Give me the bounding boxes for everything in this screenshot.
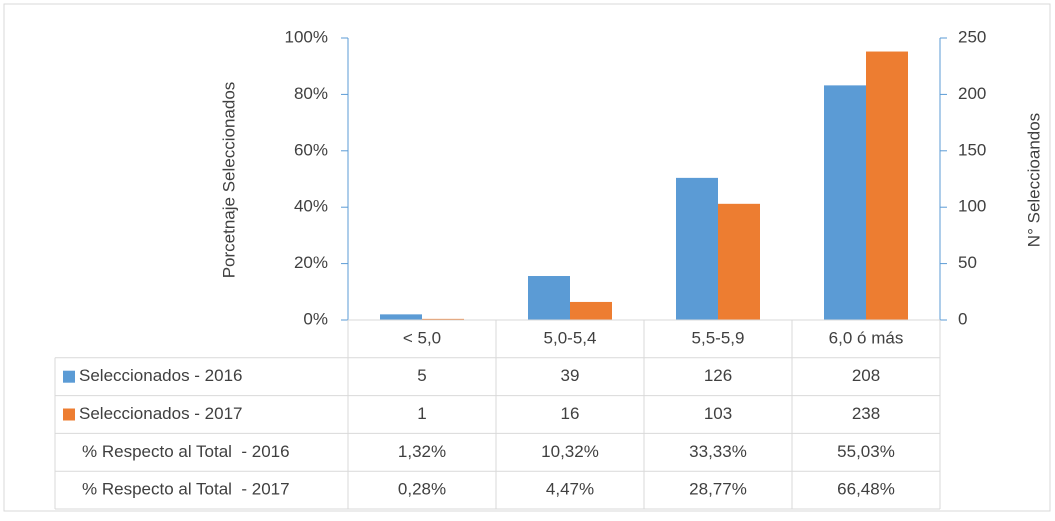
legend-label: Seleccionados - 2017	[79, 404, 243, 423]
y2-axis-title: N° Seleccioandos	[1024, 113, 1043, 247]
x-tick-label: 5,0-5,4	[544, 328, 597, 347]
y2-tick-label: 250	[958, 27, 986, 46]
y-tick-label: 0%	[303, 309, 328, 328]
table-cell: 16	[561, 404, 580, 423]
legend-swatch	[63, 408, 75, 421]
bar	[676, 177, 718, 320]
bar	[422, 318, 464, 320]
y2-tick-label: 50	[958, 253, 977, 272]
table-cell: 126	[704, 366, 732, 385]
table-row-label: % Respecto al Total - 2016	[82, 442, 290, 461]
table-cell: 1,32%	[398, 442, 446, 461]
bar	[824, 85, 866, 320]
table-cell: 28,77%	[689, 480, 747, 499]
table-cell: 5	[417, 366, 426, 385]
bar	[528, 276, 570, 320]
table-cell: 55,03%	[837, 442, 895, 461]
table-cell: 66,48%	[837, 480, 895, 499]
y-tick-label: 40%	[294, 197, 328, 216]
x-tick-label: 5,5-5,9	[692, 328, 745, 347]
x-tick-label: 6,0 ó más	[829, 328, 904, 347]
bar	[718, 203, 760, 320]
y2-tick-label: 0	[958, 309, 967, 328]
bar	[866, 51, 908, 320]
y2-tick-label: 200	[958, 84, 986, 103]
legend-swatch	[63, 370, 75, 383]
table-cell: 103	[704, 404, 732, 423]
y-axis-title: Porcetnaje Seleccionados	[219, 82, 238, 279]
table-cell: 1	[417, 404, 426, 423]
table-cell: 208	[852, 366, 880, 385]
table-cell: 10,32%	[541, 442, 599, 461]
legend-label: Seleccionados - 2016	[79, 366, 243, 385]
bar	[570, 301, 612, 320]
table-cell: 33,33%	[689, 442, 747, 461]
table-cell: 238	[852, 404, 880, 423]
y-tick-label: 60%	[294, 140, 328, 159]
y-tick-label: 100%	[285, 27, 328, 46]
x-tick-label: < 5,0	[403, 328, 441, 347]
table-cell: 39	[561, 366, 580, 385]
y-tick-label: 20%	[294, 253, 328, 272]
y-tick-label: 80%	[294, 84, 328, 103]
y2-tick-label: 150	[958, 140, 986, 159]
table-cell: 0,28%	[398, 480, 446, 499]
table-cell: 4,47%	[546, 480, 594, 499]
bar	[380, 314, 422, 320]
table-row-label: % Respecto al Total - 2017	[82, 480, 290, 499]
y2-tick-label: 100	[958, 197, 986, 216]
